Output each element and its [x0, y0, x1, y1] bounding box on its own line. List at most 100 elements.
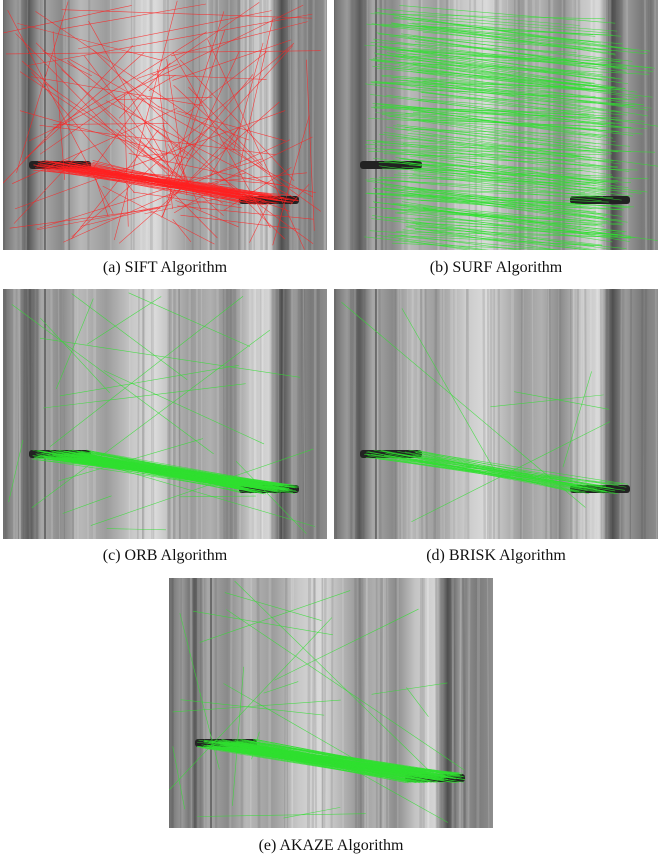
texture: [306, 578, 311, 828]
texture: [3, 0, 5, 250]
image-panel: [334, 289, 658, 539]
texture: [379, 578, 384, 828]
match-line: [365, 83, 589, 115]
match-line: [417, 168, 633, 197]
match-line: [39, 337, 301, 378]
texture: [300, 289, 305, 539]
sea-image: [169, 578, 493, 828]
texture: [427, 578, 430, 828]
match-line: [172, 52, 271, 228]
match-line: [404, 107, 634, 136]
texture: [362, 578, 365, 828]
match-line: [36, 158, 263, 230]
match-line: [326, 754, 449, 823]
caption: (d) BRISK Algorithm: [426, 547, 566, 564]
match-line: [415, 86, 652, 109]
match-line: [113, 0, 178, 241]
match-line: [197, 813, 366, 817]
match-line: [388, 455, 605, 494]
texture: [451, 578, 455, 828]
texture: [406, 289, 409, 539]
texture: [521, 289, 524, 539]
texture: [468, 0, 471, 250]
match-line: [102, 185, 215, 245]
texture: [171, 578, 175, 828]
match-line: [400, 88, 627, 100]
match-line: [389, 35, 622, 69]
match-line: [372, 58, 600, 92]
texture: [387, 578, 390, 828]
texture: [434, 578, 439, 828]
match-line: [86, 296, 162, 345]
match-line: [58, 438, 204, 482]
match-line: [415, 77, 649, 111]
match-line: [341, 301, 586, 508]
match-line: [390, 151, 591, 177]
match-line: [408, 164, 638, 171]
texture: [17, 289, 20, 539]
texture: [272, 0, 276, 250]
match-line: [11, 304, 214, 455]
match-line: [408, 208, 623, 226]
match-line: [76, 459, 298, 489]
texture: [451, 578, 455, 828]
texture: [303, 289, 306, 539]
texture: [61, 289, 65, 539]
match-line: [61, 9, 313, 19]
match-line: [212, 747, 418, 779]
texture: [67, 0, 70, 250]
texture: [300, 0, 304, 250]
texture: [322, 578, 327, 828]
texture: [653, 0, 656, 250]
match-line: [37, 160, 241, 202]
match-line: [185, 51, 267, 116]
match-line: [66, 60, 189, 156]
match-line: [365, 192, 597, 213]
match-line: [116, 129, 164, 167]
match-line: [103, 370, 265, 445]
match-line: [173, 85, 267, 171]
match-line: [386, 137, 601, 154]
texture: [424, 289, 428, 539]
texture: [419, 578, 423, 828]
match-line: [14, 110, 286, 210]
match-line: [386, 94, 624, 125]
match-line: [382, 168, 614, 177]
match-line: [68, 449, 298, 487]
caption: (e) AKAZE Algorithm: [258, 837, 404, 854]
match-line: [118, 62, 171, 119]
texture: [359, 578, 363, 828]
match-line: [378, 162, 583, 172]
match-line: [374, 80, 594, 112]
texture: [462, 578, 467, 828]
match-line: [162, 124, 202, 211]
texture: [580, 289, 583, 539]
match-line: [413, 36, 633, 62]
match-line: [422, 119, 632, 128]
ship-right: [570, 196, 630, 204]
texture: [299, 289, 303, 539]
texture: [311, 0, 315, 250]
texture: [619, 0, 623, 250]
match-line: [383, 455, 607, 485]
match-line: [397, 172, 604, 184]
match-line: [390, 22, 616, 55]
texture: [599, 289, 603, 539]
match-line: [32, 455, 267, 491]
match-line: [29, 4, 304, 142]
match-line: [179, 495, 256, 498]
match-line: [3, 45, 134, 184]
match-line: [406, 199, 624, 207]
match-line: [30, 76, 203, 106]
texture: [410, 289, 414, 539]
match-line: [110, 170, 280, 185]
texture: [594, 289, 598, 539]
texture: [463, 578, 467, 828]
match-line: [239, 17, 274, 165]
match-line: [90, 448, 314, 526]
match-line: [175, 199, 239, 228]
texture: [531, 289, 534, 539]
match-line: [59, 3, 207, 30]
match-line: [78, 10, 272, 50]
texture: [584, 289, 588, 539]
